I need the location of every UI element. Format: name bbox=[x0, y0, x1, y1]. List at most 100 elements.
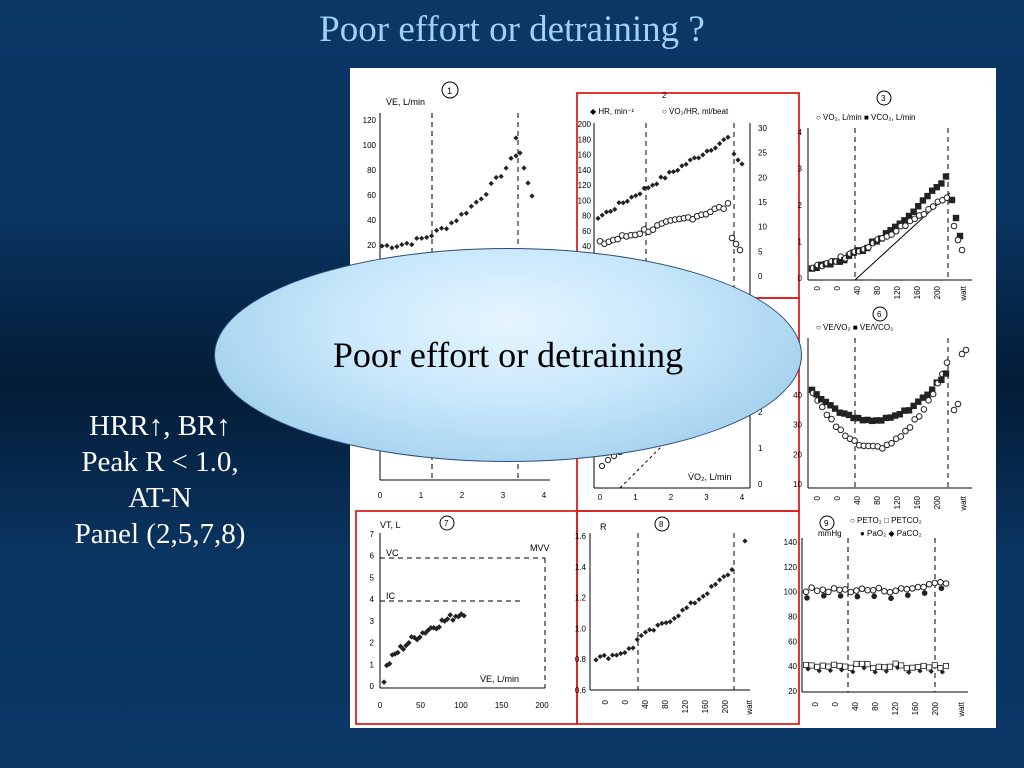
panel-9-petco2-point bbox=[853, 660, 860, 667]
panel-1-point bbox=[379, 243, 385, 249]
finding-at: AT-N bbox=[128, 482, 192, 514]
panel-6-ve-vo2-point bbox=[851, 437, 858, 444]
panel-2-o2pulse-point bbox=[707, 208, 714, 216]
panel-7-point bbox=[422, 630, 429, 636]
panel-6-ve-vco2-point bbox=[831, 405, 839, 412]
panel-1-xtick: 4 bbox=[542, 491, 547, 500]
panel-6-ve-vo2-point bbox=[925, 397, 932, 404]
panel-3-vo2-point bbox=[958, 246, 966, 254]
panel-6-ve-vo2-point bbox=[902, 427, 909, 435]
panel-8-point bbox=[659, 620, 665, 626]
panel-1-point bbox=[513, 135, 519, 141]
panel-3-ytick: 1 bbox=[798, 238, 803, 247]
panel-2-hr-point bbox=[683, 161, 689, 167]
panel-9-petco2-point bbox=[819, 662, 826, 669]
panel-9: 9 ○ PETO₂ □ PETCO₂ mmHg ● PaO₂ ◆ PaCO₂ 1… bbox=[784, 515, 968, 718]
panel-9-pao2-point bbox=[821, 592, 827, 599]
panel-6-ve-vo2-point bbox=[823, 411, 831, 419]
panel-9-peto2-point bbox=[864, 586, 871, 594]
panel-6-ve-vo2-point bbox=[906, 424, 914, 431]
panel-3-vo2-point bbox=[902, 222, 909, 230]
panel-9-paco2-point bbox=[939, 669, 945, 675]
panel-3-ytick: 3 bbox=[798, 165, 803, 174]
panel-6-ve-vo2-point bbox=[818, 403, 826, 411]
panel-1-xtick: 1 bbox=[419, 491, 424, 500]
panel-9-xtick: 80 bbox=[871, 701, 880, 710]
finding-panels: Panel (2,5,7,8) bbox=[74, 518, 246, 550]
panel-7-ytick: 7 bbox=[370, 530, 375, 539]
panel-6-ve-vo2-point bbox=[832, 423, 840, 431]
panel-8-point bbox=[601, 652, 607, 658]
panel-2-hr-point bbox=[731, 151, 737, 157]
panel-9-peto2-point bbox=[825, 588, 832, 596]
panel-2-o2pulse-point bbox=[724, 199, 732, 207]
panel-2-o2pulse-point bbox=[689, 216, 696, 223]
panel-9-petco2-point bbox=[943, 663, 950, 670]
panel-8-point bbox=[663, 620, 669, 626]
panel-7-point bbox=[455, 613, 462, 620]
panel-9-paco2-point bbox=[917, 668, 923, 674]
panel-2-o2pulse-point bbox=[732, 240, 740, 248]
panel-9-petco2-point bbox=[842, 663, 849, 670]
panel-1-point bbox=[429, 233, 435, 239]
panel-9-peto2-point bbox=[819, 586, 827, 594]
panel-9-ytick: 60 bbox=[788, 637, 797, 646]
panel-3-xtick: 40 bbox=[853, 285, 862, 294]
panel-9-paco2-point bbox=[883, 668, 889, 674]
panel-8-point bbox=[630, 645, 636, 651]
panel-7-point bbox=[447, 612, 454, 618]
panel-6-legend: ○ V̇E/V̇O₂ ■ V̇E/V̇CO₂ bbox=[816, 323, 893, 332]
panel-2-ytick-right: 5 bbox=[758, 247, 763, 256]
panel-9-peto2-point bbox=[853, 587, 860, 594]
panel-9-xtick: 40 bbox=[851, 701, 860, 710]
panel-9-peto2-point bbox=[886, 588, 894, 596]
panel-1-point bbox=[409, 242, 415, 248]
panel-2-hr-point bbox=[654, 181, 660, 187]
panel-5-ytick-right: 0 bbox=[758, 480, 763, 489]
panel-2-ytick-right: 20 bbox=[758, 173, 767, 182]
panel-3-vco2-point bbox=[915, 203, 922, 210]
panel-9-ytick: 100 bbox=[784, 588, 798, 597]
panel-3-legend: ○ V̇O₂, L/min ■ V̇CO₂, L/min bbox=[816, 113, 915, 122]
panel-7-point bbox=[436, 624, 442, 630]
panel-6-ve-vo2-point bbox=[954, 400, 962, 408]
panel-8-point bbox=[609, 652, 616, 658]
panel-8-ytick: 1.6 bbox=[575, 532, 587, 541]
panel-5-xtick: 1 bbox=[633, 493, 638, 502]
panel-2-hr-point bbox=[641, 185, 647, 191]
panel-7-xtick: 100 bbox=[454, 701, 468, 710]
panel-8-point bbox=[684, 605, 690, 611]
findings-list: HRR↑, BR↑ Peak R < 1.0, AT-N Panel (2,5,… bbox=[20, 408, 300, 552]
panel-1-point bbox=[399, 242, 405, 248]
panel-2-hr-point bbox=[612, 206, 618, 212]
panel-6-ve-vco2-point bbox=[822, 398, 830, 406]
panel-9-petco2-point bbox=[931, 662, 938, 669]
panel-5-ytick-right: 1 bbox=[758, 444, 763, 453]
panel-9-pao2-point bbox=[921, 590, 928, 596]
panel-8-ytick: 1.0 bbox=[575, 624, 587, 633]
panel-9-petco2-point bbox=[875, 663, 882, 670]
panel-7-xtick: 0 bbox=[378, 701, 383, 710]
panel-2-number: 2 bbox=[662, 91, 667, 100]
panel-1-point bbox=[394, 244, 400, 250]
panel-8-ylabel: R bbox=[600, 522, 607, 532]
panel-8-point bbox=[679, 607, 686, 613]
panel-1-point bbox=[508, 155, 514, 161]
panel-6-ve-vo2-point bbox=[837, 426, 845, 434]
panel-1-ylabel: V̇E, L/min bbox=[386, 97, 425, 107]
panel-2-hr-point bbox=[616, 200, 622, 206]
panel-8-point bbox=[642, 629, 649, 635]
panel-2-hr-point bbox=[624, 198, 630, 204]
panel-7-ytick: 2 bbox=[370, 639, 375, 648]
panel-3: ○ V̇O₂, L/min ■ V̇CO₂, L/min 3 4 3 2 1 0 0 0 40… bbox=[798, 90, 972, 302]
panel-7-vc-label: VC bbox=[386, 548, 399, 558]
panel-9-xtick: 200 bbox=[931, 701, 940, 715]
panel-3-xunit: watt bbox=[959, 285, 968, 301]
panel-9-paco2-point bbox=[827, 667, 833, 674]
panel-8-xtick: 0 bbox=[601, 699, 610, 704]
panel-2-hr-point bbox=[696, 155, 702, 161]
panel-9-peto2-point bbox=[931, 579, 939, 587]
panel-1-ytick: 120 bbox=[363, 116, 377, 125]
panel-1-ytick: 40 bbox=[367, 216, 376, 225]
